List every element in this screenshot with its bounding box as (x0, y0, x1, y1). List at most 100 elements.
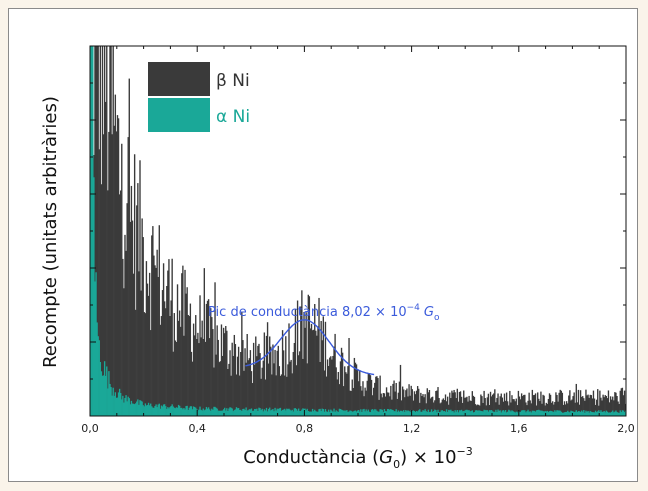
histogram-bar (586, 411, 588, 416)
histogram-bar (401, 411, 404, 416)
histogram-bar (310, 411, 313, 416)
histogram-bar (133, 404, 136, 416)
histogram-bar (322, 316, 324, 416)
histogram-bar (166, 408, 168, 416)
histogram-bar (243, 408, 245, 416)
histogram-bar (265, 407, 268, 416)
histogram-bar (465, 397, 467, 416)
histogram-bar (161, 290, 164, 416)
histogram-bar (610, 399, 613, 416)
histogram-bar (142, 237, 144, 416)
histogram-bar (98, 149, 100, 416)
histogram-bar (610, 411, 613, 416)
histogram-bar (467, 410, 469, 416)
ticks-layer (89, 45, 627, 417)
histogram-bar (464, 397, 466, 416)
histogram-bar (326, 411, 329, 416)
histogram-bar (584, 412, 586, 416)
histogram-bar (323, 411, 326, 416)
histogram-bar (301, 290, 303, 416)
histogram-bar (373, 410, 375, 416)
histogram-bar (515, 411, 517, 416)
histogram-bar (413, 411, 416, 416)
histogram-bar (623, 390, 626, 416)
histogram-bar (299, 411, 301, 416)
histogram-bar (364, 411, 366, 416)
histogram-bar (247, 410, 249, 416)
histogram-bar (513, 399, 515, 416)
histogram-bar (408, 384, 410, 416)
histogram-bar (493, 393, 495, 416)
histogram-bar (169, 315, 171, 416)
histogram-bar (167, 407, 169, 416)
histogram-bar (297, 408, 300, 416)
histogram-bar (95, 46, 97, 416)
histogram-bar (228, 408, 230, 416)
histogram-bar (127, 137, 129, 416)
histogram-bar (459, 391, 462, 416)
x-tick-label: 1,6 (510, 422, 528, 435)
histogram-bar (235, 407, 238, 416)
histogram-bar (575, 383, 577, 416)
histogram-bar (227, 369, 229, 416)
histogram-bar (189, 303, 192, 416)
histogram-bar (502, 410, 505, 416)
histogram-bar (112, 46, 114, 416)
histogram-bar (293, 408, 296, 416)
histogram-bar (103, 46, 106, 416)
histogram-bar (425, 411, 427, 416)
histogram-bar (330, 409, 332, 416)
histogram-bar (120, 190, 122, 416)
histogram-bar (595, 412, 598, 416)
histogram-bar (239, 409, 241, 416)
histogram-bar (612, 396, 614, 416)
histogram-bar (130, 185, 133, 416)
histogram-bar (501, 410, 504, 416)
histogram-bar (567, 410, 569, 416)
histogram-bar (590, 411, 592, 416)
histogram-bar (234, 409, 237, 416)
histogram-bar (116, 397, 119, 416)
histogram-bar (98, 340, 100, 416)
histogram-bar (269, 407, 271, 416)
histogram-bar (473, 412, 476, 416)
histogram-bar (103, 361, 106, 416)
histogram-bar (219, 410, 222, 416)
histogram-bar (473, 396, 476, 416)
histogram-bar (221, 355, 224, 416)
histogram-bar (471, 391, 474, 416)
histogram-bar (143, 406, 145, 416)
histogram-bar (354, 362, 357, 416)
histogram-bar (441, 410, 443, 416)
histogram-bar (349, 410, 351, 416)
histogram-bar (621, 387, 624, 416)
histogram-bar (597, 411, 599, 416)
histogram-bar (316, 411, 318, 416)
histogram-bar (102, 134, 105, 416)
histogram-bar (583, 398, 585, 416)
histogram-bar (391, 399, 393, 416)
histogram-bar (373, 387, 375, 416)
histogram-bar (405, 390, 407, 416)
histogram-bar (192, 406, 195, 416)
histogram-bar (290, 410, 292, 416)
x-tick-label: 0,8 (296, 422, 314, 435)
histogram-bar (483, 390, 485, 416)
histogram-bar (275, 375, 277, 416)
histogram-bar (178, 405, 181, 416)
histogram-bar (565, 411, 568, 416)
histogram-bar (348, 411, 350, 416)
histogram-bar (378, 399, 380, 416)
histogram-bar (102, 375, 105, 416)
histogram-bar (503, 411, 506, 416)
histogram-bar (116, 115, 119, 417)
histogram-bar (204, 409, 207, 416)
histogram-bar (495, 409, 497, 416)
histogram-bar (500, 393, 502, 416)
histogram-bar (304, 408, 306, 416)
histogram-bar (344, 410, 346, 416)
legend-label-beta-ni: β Ni (216, 71, 250, 91)
histogram-bar (367, 409, 370, 416)
histogram-bar (532, 410, 535, 416)
